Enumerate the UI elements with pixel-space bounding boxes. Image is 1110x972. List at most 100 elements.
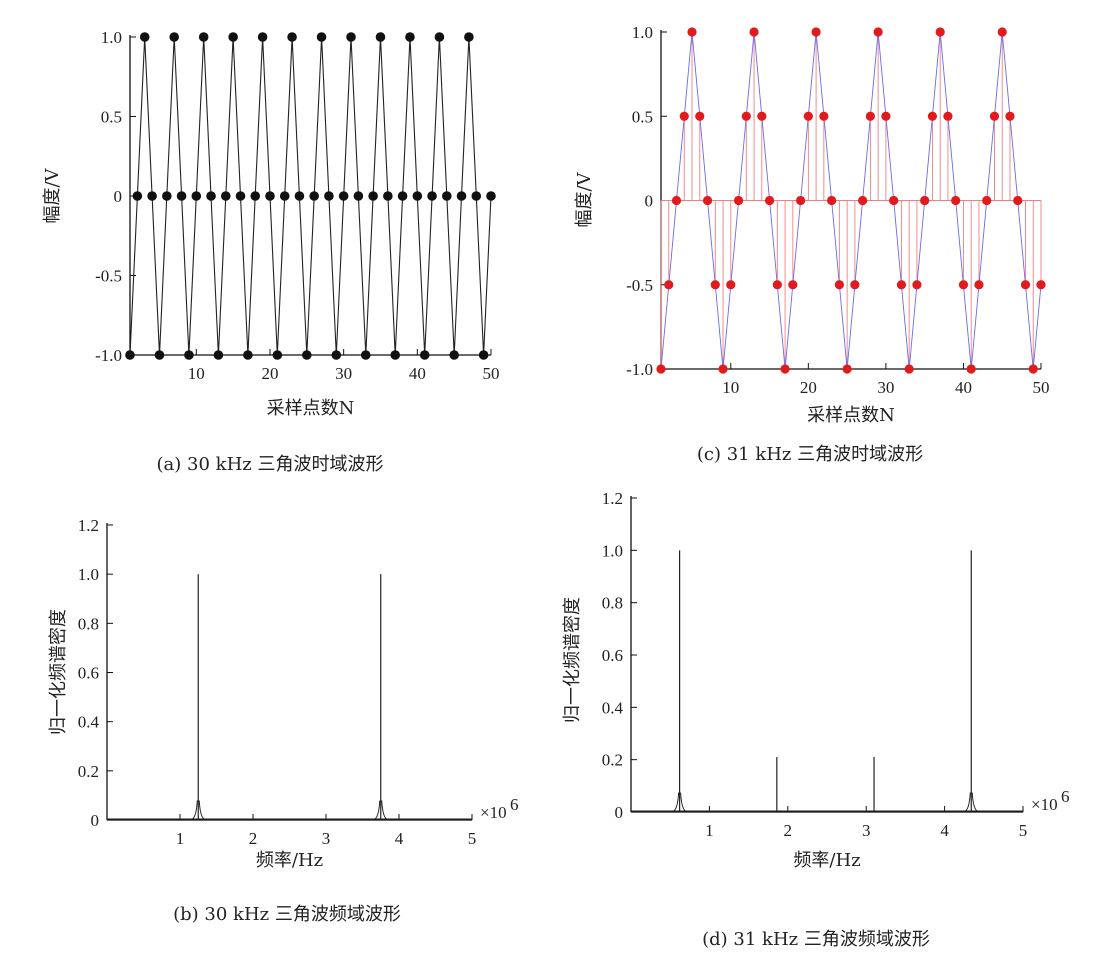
data-point	[873, 27, 883, 37]
figure-caption: (d) 31 kHz 三角波频域波形	[702, 929, 930, 950]
data-point	[664, 280, 674, 290]
x-tick-label: 30	[335, 364, 352, 383]
y-tick-label: 0.2	[602, 751, 623, 770]
y-axis-label: 幅度/V	[42, 167, 63, 223]
data-point	[858, 195, 868, 206]
data-point	[943, 111, 953, 121]
data-point	[927, 111, 938, 121]
data-point	[749, 27, 759, 37]
data-point	[478, 350, 489, 360]
series-line	[129, 36, 492, 356]
data-point	[383, 191, 393, 201]
figure-caption: (b) 30 kHz 三角波频域波形	[173, 904, 401, 925]
data-point	[896, 280, 907, 290]
x-tick-label: 40	[409, 364, 426, 383]
y-tick-label: 0.8	[602, 594, 623, 613]
data-point	[958, 280, 969, 290]
data-point	[671, 195, 682, 206]
data-point	[889, 195, 899, 206]
chart-panel-b: 0 0.2 0.4 0.6 0.8 1.0 1.2 1 2 3 4 5 频率/Hz 归一化频谱密度 (b) …	[48, 516, 519, 925]
data-point	[780, 364, 790, 374]
data-point	[412, 191, 423, 201]
y-tick-label: 0	[91, 811, 100, 830]
data-point	[656, 364, 666, 374]
data-point	[250, 191, 261, 201]
data-point	[757, 111, 767, 121]
data-point	[220, 191, 231, 201]
data-point	[302, 350, 312, 360]
y-tick-label: 1.0	[78, 565, 99, 584]
data-point	[324, 191, 334, 201]
x-multiplier-exponent: 6	[1061, 787, 1070, 806]
y-tick-label: 0.5	[632, 107, 653, 126]
x-tick-label: 50	[1033, 378, 1050, 397]
y-tick-label: -0.5	[626, 276, 653, 295]
data-point	[331, 350, 342, 360]
y-tick-label: 0.6	[78, 664, 99, 683]
data-point	[982, 195, 992, 206]
data-point	[139, 32, 150, 42]
data-point	[154, 350, 165, 360]
x-tick-label: 2	[784, 821, 793, 840]
data-point	[920, 195, 930, 206]
data-point	[1013, 195, 1023, 206]
data-point	[316, 32, 327, 42]
x-tick-label: 1	[705, 821, 714, 840]
y-tick-label: 0.4	[602, 698, 624, 717]
x-tick-label: 10	[722, 378, 739, 397]
data-point	[881, 111, 891, 121]
data-point	[997, 27, 1007, 37]
data-point	[702, 195, 713, 206]
data-point	[811, 27, 821, 37]
data-point	[1036, 280, 1046, 290]
data-point	[228, 32, 238, 42]
data-point	[679, 111, 689, 121]
data-point	[486, 191, 496, 201]
data-point	[235, 191, 246, 201]
data-point	[206, 191, 216, 201]
data-point	[353, 191, 364, 201]
data-point	[162, 191, 172, 201]
y-axis-label: 归一化频谱密度	[562, 597, 583, 723]
data-point	[989, 111, 1000, 121]
data-point	[718, 364, 728, 374]
data-point	[834, 280, 844, 290]
data-point	[287, 32, 297, 42]
x-tick-label: 4	[395, 829, 404, 848]
data-point	[360, 350, 371, 360]
chart-panel-d: 0 0.2 0.4 0.6 0.8 1.0 1.2 1 2 3 4 5 频率/Hz 归一化频谱密度 (d) …	[562, 489, 1070, 950]
data-point	[471, 191, 482, 201]
data-point	[265, 191, 275, 201]
data-point	[803, 111, 813, 121]
x-axis-label: 频率/Hz	[793, 850, 860, 871]
data-point	[397, 191, 408, 201]
x-tick-label: 5	[1019, 821, 1028, 840]
data-point	[427, 191, 437, 201]
x-tick-label: 50	[483, 364, 500, 383]
y-tick-label: 0.2	[78, 762, 99, 781]
data-point	[434, 32, 445, 42]
x-tick-label: 20	[800, 378, 817, 397]
x-tick-label: 2	[249, 829, 258, 848]
data-point	[733, 195, 744, 206]
y-tick-label: 1.0	[101, 28, 122, 47]
data-point	[912, 280, 922, 290]
figure-caption: (a) 30 kHz 三角波时域波形	[157, 454, 384, 475]
x-tick-label: 3	[862, 821, 871, 840]
x-axis-label: 采样点数N	[807, 405, 895, 426]
data-point	[279, 191, 290, 201]
y-tick-label: 1.0	[632, 23, 653, 42]
data-point	[132, 191, 143, 201]
data-point	[184, 350, 194, 360]
y-tick-label: -0.5	[95, 267, 122, 286]
y-tick-label: 0	[615, 803, 624, 822]
data-point	[827, 195, 837, 206]
data-point	[125, 350, 135, 360]
y-tick-label: 0	[645, 192, 654, 211]
y-tick-label: -1.0	[626, 360, 653, 379]
data-point	[449, 350, 459, 360]
data-point	[842, 364, 852, 374]
data-point	[169, 32, 180, 42]
data-point	[375, 32, 386, 42]
x-multiplier-exponent: 6	[510, 795, 519, 814]
